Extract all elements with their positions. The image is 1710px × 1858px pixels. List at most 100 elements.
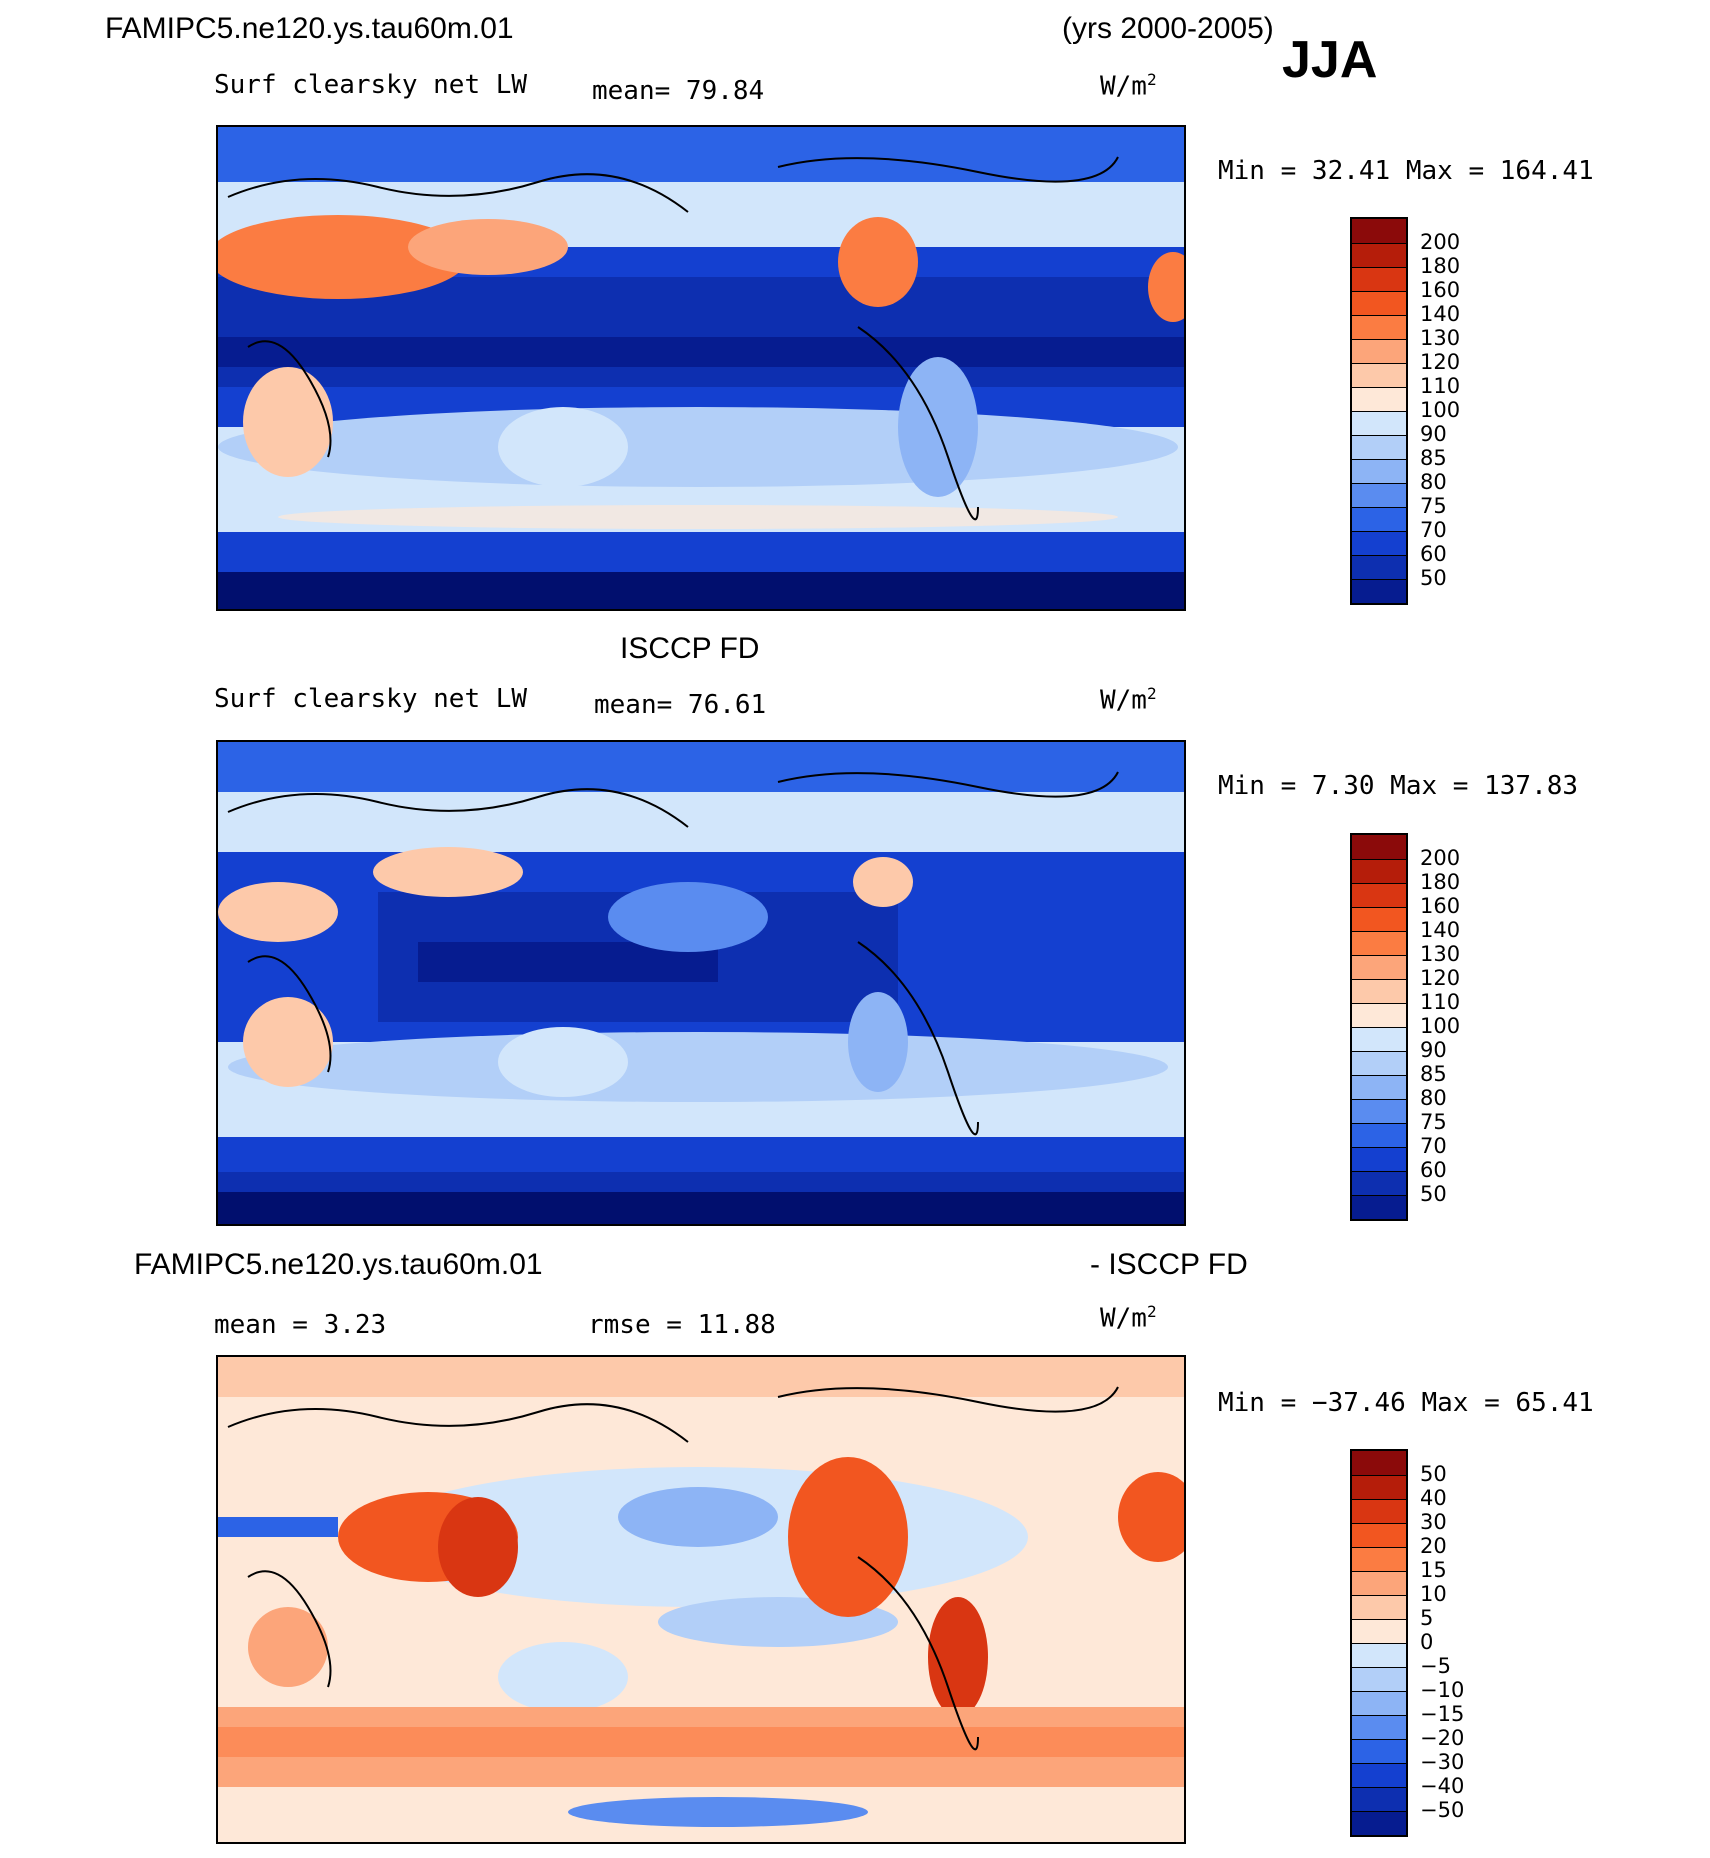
panel3-cbar-swatch: [1352, 1595, 1406, 1619]
panel2-map-svg: [218, 742, 1184, 1224]
cbar-label: 40: [1420, 1486, 1447, 1510]
panel2-cbar-swatch: [1352, 1099, 1406, 1123]
panel3-colorbar: [1350, 1449, 1408, 1837]
panel1-cbar-swatch: [1352, 243, 1406, 267]
cbar-label: 180: [1420, 254, 1461, 278]
cbar-label: −15: [1420, 1702, 1465, 1726]
panel3-title-left: FAMIPC5.ne120.ys.tau60m.01: [134, 1248, 543, 1281]
cbar-label: 70: [1420, 518, 1447, 542]
cbar-label: 160: [1420, 894, 1461, 918]
panel1-cbar-swatch: [1352, 507, 1406, 531]
cbar-label: 50: [1420, 1462, 1447, 1486]
cbar-label: 200: [1420, 230, 1461, 254]
panel1-cbar-swatch: [1352, 363, 1406, 387]
panel1-cbar-swatch: [1352, 411, 1406, 435]
panel3-cbar-swatch: [1352, 1811, 1406, 1835]
cbar-label: 200: [1420, 846, 1461, 870]
panel2-cbar-swatch: [1352, 859, 1406, 883]
panel2-title: ISCCP FD: [620, 632, 760, 665]
cbar-label: 5: [1420, 1606, 1434, 1630]
cbar-label: 120: [1420, 350, 1461, 374]
cbar-label: 85: [1420, 446, 1447, 470]
panel2-cbar-swatch: [1352, 1123, 1406, 1147]
cbar-label: 60: [1420, 1158, 1447, 1182]
panel2-cbar-swatch: [1352, 1051, 1406, 1075]
panel1-cbar-swatch: [1352, 339, 1406, 363]
cbar-label: 80: [1420, 470, 1447, 494]
cbar-label: 100: [1420, 398, 1461, 422]
panel1-cbar-swatch: [1352, 219, 1406, 243]
panel3-rmse: rmse = 11.88: [588, 1310, 776, 1340]
panel2-cbar-swatch: [1352, 955, 1406, 979]
cbar-label: 140: [1420, 302, 1461, 326]
panel2-map: [216, 740, 1186, 1226]
panel1-cbar-swatch: [1352, 267, 1406, 291]
cbar-label: −50: [1420, 1798, 1465, 1822]
cbar-label: 100: [1420, 1014, 1461, 1038]
panel2-cbar-swatch: [1352, 1147, 1406, 1171]
panel2-variable: Surf clearsky net LW: [214, 684, 528, 714]
panel3-cbar-swatch: [1352, 1571, 1406, 1595]
panel1-mean: mean= 79.84: [592, 76, 765, 106]
cbar-label: 70: [1420, 1134, 1447, 1158]
cbar-label: 0: [1420, 1630, 1434, 1654]
panel1-cbar-swatch: [1352, 579, 1406, 603]
cbar-label: 50: [1420, 1182, 1447, 1206]
cbar-label: 30: [1420, 1510, 1447, 1534]
cbar-label: 110: [1420, 374, 1461, 398]
panel2-units: W/m2: [1100, 684, 1157, 716]
cbar-label: −40: [1420, 1774, 1465, 1798]
cbar-label: 20: [1420, 1534, 1447, 1558]
panel3-cbar-swatch: [1352, 1475, 1406, 1499]
panel1-cbar-swatch: [1352, 531, 1406, 555]
panel3-minmax: Min = −37.46 Max = 65.41: [1218, 1388, 1594, 1418]
panel1-cbar-swatch: [1352, 555, 1406, 579]
cbar-label: 160: [1420, 278, 1461, 302]
cbar-label: 75: [1420, 494, 1447, 518]
panel3-map: [216, 1355, 1186, 1844]
panel2-cbar-swatch: [1352, 931, 1406, 955]
panel1-units: W/m2: [1100, 70, 1157, 102]
panel3-cbar-swatch: [1352, 1787, 1406, 1811]
cbar-label: 60: [1420, 542, 1447, 566]
years-label: (yrs 2000-2005): [1062, 12, 1274, 45]
case-name-title: FAMIPC5.ne120.ys.tau60m.01: [105, 12, 514, 45]
cbar-label: −5: [1420, 1654, 1451, 1678]
panel2-cbar-swatch: [1352, 1075, 1406, 1099]
panel1-map-svg: [218, 127, 1184, 609]
cbar-label: 110: [1420, 990, 1461, 1014]
season-label: JJA: [1282, 31, 1378, 89]
panel3-cbar-swatch: [1352, 1667, 1406, 1691]
panel3-cbar-swatch: [1352, 1451, 1406, 1475]
panel1-colorbar: [1350, 217, 1408, 605]
cbar-label: 130: [1420, 942, 1461, 966]
panel3-cbar-swatch: [1352, 1619, 1406, 1643]
panel3-map-svg: [218, 1357, 1184, 1842]
cbar-label: 50: [1420, 566, 1447, 590]
cbar-label: 120: [1420, 966, 1461, 990]
cbar-label: 180: [1420, 870, 1461, 894]
panel3-cbar-swatch: [1352, 1715, 1406, 1739]
panel1-cbar-swatch: [1352, 387, 1406, 411]
panel1-cbar-swatch: [1352, 291, 1406, 315]
cbar-label: 75: [1420, 1110, 1447, 1134]
cbar-label: −10: [1420, 1678, 1465, 1702]
panel3-cbar-swatch: [1352, 1739, 1406, 1763]
panel2-cbar-swatch: [1352, 1171, 1406, 1195]
panel1-cbar-swatch: [1352, 315, 1406, 339]
panel1-cbar-swatch: [1352, 435, 1406, 459]
panel3-cbar-swatch: [1352, 1643, 1406, 1667]
panel2-cbar-swatch: [1352, 979, 1406, 1003]
panel2-cbar-swatch: [1352, 1027, 1406, 1051]
panel3-cbar-swatch: [1352, 1523, 1406, 1547]
panel1-cbar-swatch: [1352, 459, 1406, 483]
panel2-cbar-swatch: [1352, 1003, 1406, 1027]
panel3-cbar-swatch: [1352, 1547, 1406, 1571]
cbar-label: −30: [1420, 1750, 1465, 1774]
panel3-mean: mean = 3.23: [214, 1310, 387, 1340]
panel3-units: W/m2: [1100, 1302, 1157, 1334]
panel1-map: [216, 125, 1186, 611]
panel2-minmax: Min = 7.30 Max = 137.83: [1218, 771, 1579, 801]
cbar-label: 90: [1420, 1038, 1447, 1062]
panel3-cbar-swatch: [1352, 1763, 1406, 1787]
